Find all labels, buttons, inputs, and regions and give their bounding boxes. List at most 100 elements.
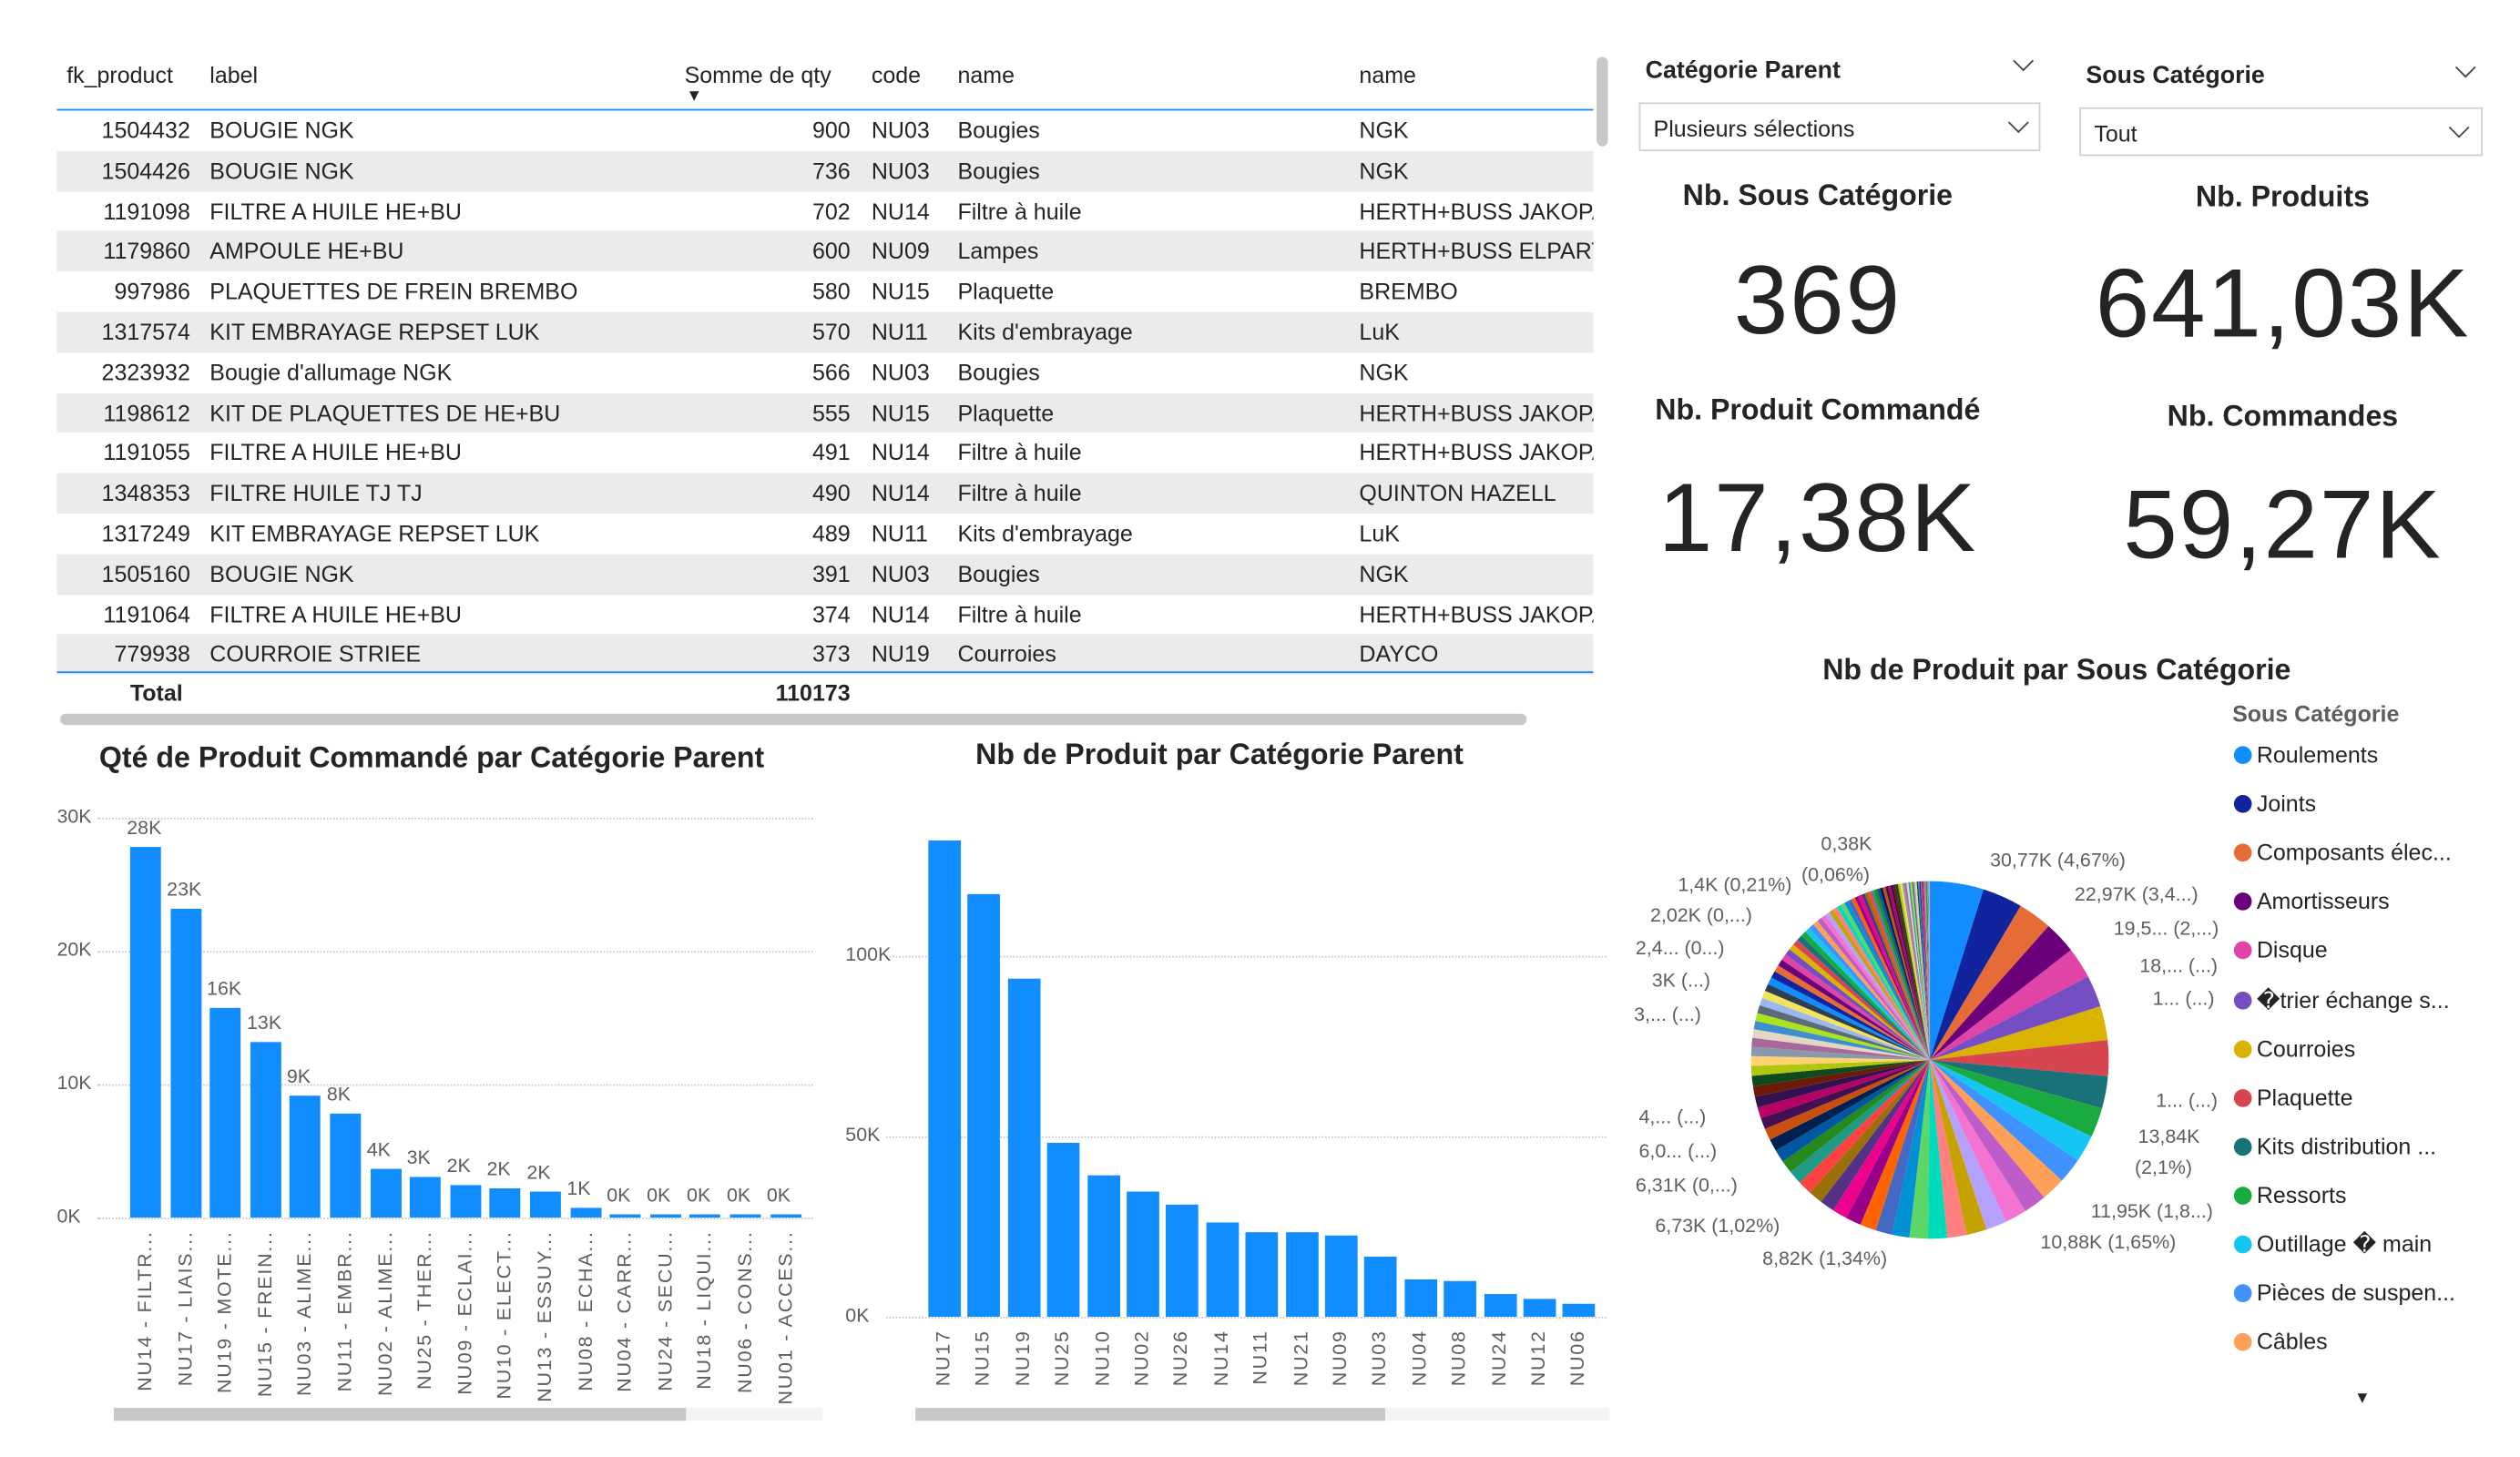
pie-slice[interactable]: [1909, 1059, 1931, 1239]
pie-slice[interactable]: [1860, 1059, 1931, 1231]
table-row[interactable]: 1198612 KIT DE PLAQUETTES DE HE+BU 555 NU15…: [56, 392, 1594, 433]
pie-slice[interactable]: [1785, 949, 1931, 1060]
bar[interactable]: [490, 1187, 521, 1218]
pie-slice[interactable]: [1770, 971, 1931, 1060]
bar[interactable]: [770, 1215, 801, 1218]
pie-slice[interactable]: [1761, 991, 1931, 1060]
pie-slice[interactable]: [1813, 921, 1931, 1060]
pie-slice[interactable]: [1800, 1059, 1931, 1193]
pie-slice[interactable]: [1774, 965, 1931, 1060]
pie-slice[interactable]: [1829, 909, 1931, 1060]
pie-slice[interactable]: [1930, 1059, 2062, 1197]
pie-slice[interactable]: [1836, 904, 1931, 1060]
pie-slice[interactable]: [1892, 1059, 1931, 1238]
legend-item[interactable]: Pièces de suspen...: [2233, 1279, 2455, 1306]
table-row[interactable]: 1317249 KIT EMBRAYAGE REPSET LUK 489 NU11 Ki…: [56, 514, 1593, 554]
table-row[interactable]: 1504426 BOUGIE NGK 736 NU03 Bougies NGK: [56, 150, 1594, 191]
bar[interactable]: [1324, 1235, 1358, 1318]
pie-slice[interactable]: [1750, 1059, 1931, 1076]
pie-slice[interactable]: [1928, 881, 1931, 1060]
pie-slice[interactable]: [1805, 927, 1931, 1060]
pie-slice[interactable]: [1760, 1059, 1931, 1129]
pie-slice[interactable]: [1846, 1059, 1931, 1225]
pie-slice[interactable]: [1930, 1059, 2026, 1222]
pie-slice[interactable]: [1887, 885, 1931, 1060]
bar[interactable]: [649, 1215, 681, 1218]
pie-slice[interactable]: [1778, 959, 1931, 1060]
pie-slice[interactable]: [1775, 1059, 1931, 1162]
pie-slice[interactable]: [1875, 1059, 1931, 1235]
pie-slice[interactable]: [1930, 1059, 2006, 1230]
bar[interactable]: [609, 1213, 641, 1218]
pie-slice[interactable]: [1760, 997, 1931, 1060]
pie-slice[interactable]: [1821, 1059, 1931, 1211]
bar[interactable]: [1484, 1293, 1516, 1317]
bar[interactable]: [1245, 1231, 1279, 1317]
pie-slice[interactable]: [1782, 1059, 1931, 1173]
pie-slice[interactable]: [1930, 1005, 2108, 1060]
pie-slice[interactable]: [1752, 1059, 1931, 1097]
bar[interactable]: [1285, 1232, 1319, 1317]
chevron-down-icon[interactable]: [2013, 50, 2035, 72]
pie-slice[interactable]: [1871, 890, 1931, 1060]
pie-slice[interactable]: [1897, 883, 1931, 1060]
pie-slice[interactable]: [1791, 1059, 1931, 1183]
legend-item[interactable]: Outillage � main: [2233, 1230, 2432, 1258]
pie-slice[interactable]: [1930, 1059, 1987, 1236]
pie-slice[interactable]: [1930, 1059, 2108, 1109]
pie-slice[interactable]: [1751, 1037, 1931, 1060]
pie-slice[interactable]: [1930, 1059, 1967, 1238]
pie-slice[interactable]: [1910, 881, 1931, 1060]
pie-slice[interactable]: [1750, 1055, 1931, 1066]
column-header-fk-product[interactable]: fk_product: [66, 61, 173, 88]
pie-slice[interactable]: [1770, 1059, 1931, 1151]
legend-item[interactable]: Roulements: [2233, 741, 2378, 768]
pie-slice[interactable]: [1926, 881, 1931, 1060]
legend-item[interactable]: Joints: [2233, 790, 2316, 816]
pie-slice[interactable]: [1841, 902, 1931, 1060]
table-row[interactable]: 1191055 FILTRE A HUILE HE+BU 491 NU14 Filtre…: [56, 433, 1593, 474]
bar[interactable]: [1523, 1299, 1556, 1317]
pie-slice[interactable]: [1928, 881, 1931, 1060]
bar[interactable]: [1166, 1205, 1199, 1317]
pie-slice[interactable]: [1861, 893, 1931, 1060]
chart2-scrollbar[interactable]: [915, 1407, 1385, 1421]
bar[interactable]: [290, 1095, 321, 1218]
bar[interactable]: [330, 1113, 362, 1218]
pie-slice[interactable]: [1927, 881, 1931, 1060]
pie-slice[interactable]: [1797, 935, 1931, 1060]
pie-slice[interactable]: [1781, 953, 1931, 1060]
pie-slice[interactable]: [1918, 881, 1931, 1060]
bar[interactable]: [1206, 1222, 1239, 1317]
pie-slice[interactable]: [1912, 881, 1931, 1060]
legend-item[interactable]: Disque: [2233, 937, 2328, 963]
bar[interactable]: [169, 908, 201, 1218]
pie-slice[interactable]: [1768, 977, 1931, 1060]
pie-slice[interactable]: [1904, 882, 1931, 1060]
pie-slice[interactable]: [1890, 884, 1931, 1060]
chart2-scrollbar-track[interactable]: [1384, 1407, 1610, 1421]
pie-slice[interactable]: [1930, 881, 1984, 1060]
bar[interactable]: [209, 1008, 241, 1218]
pie-slice[interactable]: [1913, 881, 1931, 1060]
pie-slice[interactable]: [1754, 1059, 1931, 1108]
table-row[interactable]: 997986 PLAQUETTES DE FREIN BREMBO 580 NU15 P…: [56, 271, 1593, 311]
pie-slice[interactable]: [1854, 896, 1931, 1060]
table-vertical-scrollbar[interactable]: [1597, 56, 1608, 147]
bar[interactable]: [1007, 979, 1041, 1317]
bar[interactable]: [410, 1177, 442, 1218]
chevron-down-icon[interactable]: [2454, 56, 2476, 78]
pie-slice[interactable]: [1858, 894, 1931, 1060]
bar[interactable]: [1047, 1143, 1080, 1317]
table-row[interactable]: 2323932 Bougie d'allumage NGK 566 NU03 Bougi…: [56, 352, 1593, 392]
pie-slice[interactable]: [1930, 1040, 2109, 1076]
pie-slice[interactable]: [1930, 1059, 2078, 1181]
legend-item[interactable]: Câbles: [2233, 1329, 2328, 1354]
table-row[interactable]: 1191098 FILTRE A HUILE HE+BU 702 NU14 Filtre…: [56, 191, 1593, 231]
pie-slice[interactable]: [1821, 914, 1931, 1060]
pie-slice[interactable]: [1920, 881, 1931, 1060]
pie-slice[interactable]: [1809, 924, 1931, 1060]
pie-slice[interactable]: [1882, 886, 1931, 1060]
pie-slice[interactable]: [1925, 881, 1931, 1060]
pie-slice[interactable]: [1916, 881, 1931, 1060]
